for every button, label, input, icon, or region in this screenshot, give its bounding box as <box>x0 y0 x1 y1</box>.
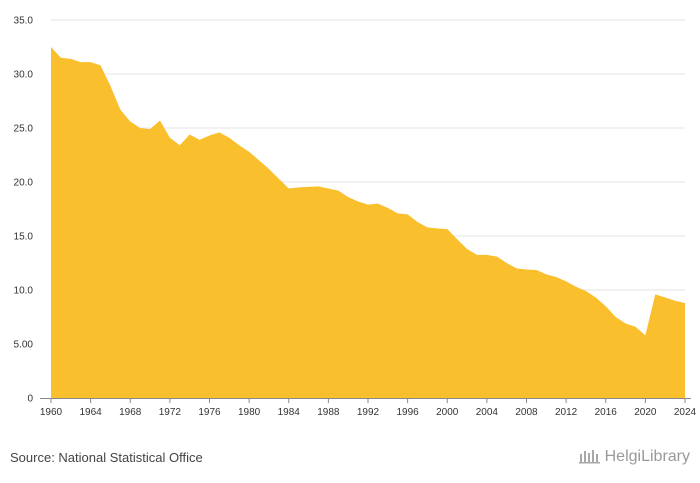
x-tick-label: 1996 <box>397 407 420 418</box>
x-tick-label: 1980 <box>238 407 261 418</box>
data-point[interactable] <box>198 138 202 142</box>
x-tick-label: 2016 <box>595 407 618 418</box>
data-point[interactable] <box>544 272 548 276</box>
x-tick-label: 1984 <box>278 407 301 418</box>
source-note: Source: National Statistical Office <box>10 450 203 465</box>
data-point[interactable] <box>178 143 182 147</box>
data-point[interactable] <box>673 299 677 303</box>
data-point[interactable] <box>425 225 429 229</box>
data-point[interactable] <box>534 268 538 272</box>
data-point[interactable] <box>653 292 657 296</box>
data-point[interactable] <box>475 253 479 257</box>
area-series <box>51 47 685 398</box>
data-point[interactable] <box>237 143 241 147</box>
y-tick-label: 35.0 <box>14 16 34 27</box>
x-tick-label: 1960 <box>40 407 63 418</box>
y-tick-label: 5.00 <box>14 340 34 351</box>
data-point[interactable] <box>564 279 568 283</box>
data-point[interactable] <box>643 333 647 337</box>
data-point[interactable] <box>584 289 588 293</box>
x-tick-label: 2024 <box>674 407 697 418</box>
data-point[interactable] <box>168 136 172 140</box>
x-tick-label: 2004 <box>476 407 499 418</box>
data-point[interactable] <box>326 186 330 190</box>
data-point[interactable] <box>346 195 350 199</box>
data-point[interactable] <box>128 120 132 124</box>
y-tick-label: 15.0 <box>14 232 34 243</box>
data-point[interactable] <box>79 60 83 64</box>
data-point[interactable] <box>594 296 598 300</box>
y-tick-label: 10.0 <box>14 286 34 297</box>
data-point[interactable] <box>604 304 608 308</box>
y-tick-label: 30.0 <box>14 70 34 81</box>
x-tick-label: 1968 <box>119 407 142 418</box>
y-tick-label: 20.0 <box>14 178 34 189</box>
data-point[interactable] <box>515 266 519 270</box>
data-point[interactable] <box>366 203 370 207</box>
data-point[interactable] <box>554 275 558 279</box>
y-tick-label: 25.0 <box>14 124 34 135</box>
data-point[interactable] <box>277 177 281 181</box>
data-point[interactable] <box>683 301 687 305</box>
data-point[interactable] <box>455 237 459 241</box>
data-point[interactable] <box>247 150 251 154</box>
data-point[interactable] <box>416 220 420 224</box>
data-point[interactable] <box>89 60 93 64</box>
data-point[interactable] <box>208 134 212 138</box>
data-point[interactable] <box>59 56 63 60</box>
axes: 0 5.00 10.0 15.0 20.0 25.0 30.0 35.0 1960 1964 196… <box>14 16 697 419</box>
brand-logo[interactable]: HelgiLibrary <box>578 448 690 466</box>
data-point[interactable] <box>445 227 449 231</box>
x-tick-label: 1988 <box>317 407 340 418</box>
data-point[interactable] <box>49 45 53 49</box>
data-point[interactable] <box>376 202 380 206</box>
data-point[interactable] <box>465 247 469 251</box>
data-point[interactable] <box>227 136 231 140</box>
data-point[interactable] <box>287 186 291 190</box>
data-point[interactable] <box>267 167 271 171</box>
data-point[interactable] <box>158 118 162 122</box>
data-point[interactable] <box>505 261 509 265</box>
data-point[interactable] <box>633 325 637 329</box>
x-tick-label: 2020 <box>634 407 657 418</box>
x-tick-label: 1976 <box>198 407 221 418</box>
data-point[interactable] <box>624 321 628 325</box>
data-point[interactable] <box>663 296 667 300</box>
data-point[interactable] <box>138 126 142 130</box>
data-point[interactable] <box>336 189 340 193</box>
data-point[interactable] <box>297 185 301 189</box>
data-point[interactable] <box>188 132 192 136</box>
data-point[interactable] <box>148 127 152 131</box>
x-tick-label: 1992 <box>357 407 380 418</box>
data-point[interactable] <box>525 267 529 271</box>
library-icon <box>578 449 601 465</box>
x-tick-label: 2008 <box>515 407 538 418</box>
data-point[interactable] <box>307 185 311 189</box>
data-point[interactable] <box>356 199 360 203</box>
data-point[interactable] <box>316 184 320 188</box>
x-tick-label: 2012 <box>555 407 578 418</box>
data-point[interactable] <box>386 206 390 210</box>
x-tick-label: 1972 <box>159 407 182 418</box>
data-point[interactable] <box>217 130 221 134</box>
data-point[interactable] <box>118 108 122 112</box>
x-tick-label: 1964 <box>80 407 103 418</box>
data-point[interactable] <box>435 226 439 230</box>
data-point[interactable] <box>406 212 410 216</box>
data-point[interactable] <box>495 255 499 259</box>
brand-name: HelgiLibrary <box>604 448 690 465</box>
data-point[interactable] <box>396 211 400 215</box>
data-point[interactable] <box>257 158 261 162</box>
data-point[interactable] <box>574 285 578 289</box>
y-tick-label: 0 <box>27 394 33 405</box>
data-point[interactable] <box>108 84 112 88</box>
data-point[interactable] <box>99 63 103 67</box>
data-point[interactable] <box>485 253 489 257</box>
data-point[interactable] <box>69 57 73 61</box>
x-tick-label: 2000 <box>436 407 459 418</box>
data-point[interactable] <box>614 315 618 319</box>
